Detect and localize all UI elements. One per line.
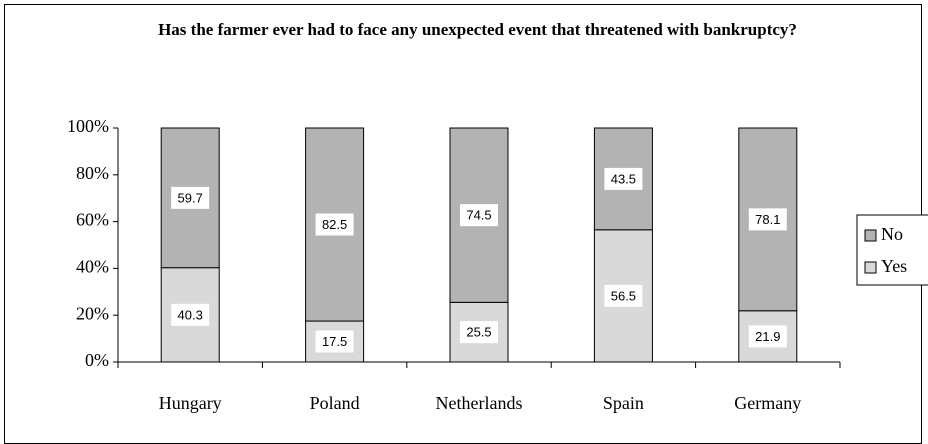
x-tick-label: Germany (734, 393, 801, 413)
y-tick-label: 0% (85, 350, 109, 370)
chart-title: Has the farmer ever had to face any unex… (158, 20, 797, 39)
legend-swatch (864, 229, 877, 242)
y-tick-label: 100% (67, 116, 109, 136)
value-label: 56.5 (611, 288, 636, 303)
legend-swatch (864, 261, 877, 274)
value-label-box (460, 204, 498, 227)
chart: 0% 20% 40% 60% 80% 100% Hungary 40.3 59.7 Poland 1… (67, 116, 928, 413)
value-label-box (748, 208, 787, 231)
legend-label: No (881, 224, 903, 244)
y-tick-label: 60% (76, 210, 109, 230)
x-tick-label: Hungary (159, 393, 222, 413)
y-tick-label: 80% (76, 163, 109, 183)
y-tick-label: 20% (76, 303, 109, 323)
x-tick-label: Netherlands (436, 393, 523, 413)
value-label: 21.9 (755, 329, 780, 344)
legend-label: Yes (881, 256, 907, 276)
value-label-box (604, 284, 643, 307)
value-label: 43.5 (611, 171, 636, 186)
value-label-box (748, 325, 787, 348)
value-label-box (171, 186, 210, 209)
value-label-box (460, 321, 498, 344)
value-label: 25.5 (466, 325, 491, 340)
value-label-box (171, 303, 210, 326)
y-tick-label: 40% (76, 257, 109, 277)
value-label: 74.5 (466, 208, 491, 223)
x-tick-label: Spain (603, 393, 644, 413)
value-label: 40.3 (178, 307, 203, 322)
page: {"chart_data": {"type": "stacked-bar", "… (4, 4, 928, 444)
value-label: 78.1 (755, 212, 780, 227)
value-label-box (315, 213, 354, 236)
value-label-box (315, 330, 354, 353)
value-label: 17.5 (322, 334, 347, 349)
value-label: 82.5 (322, 217, 347, 232)
x-tick-label: Poland (310, 393, 360, 413)
value-label: 59.7 (178, 190, 203, 205)
value-label-box (604, 167, 643, 190)
